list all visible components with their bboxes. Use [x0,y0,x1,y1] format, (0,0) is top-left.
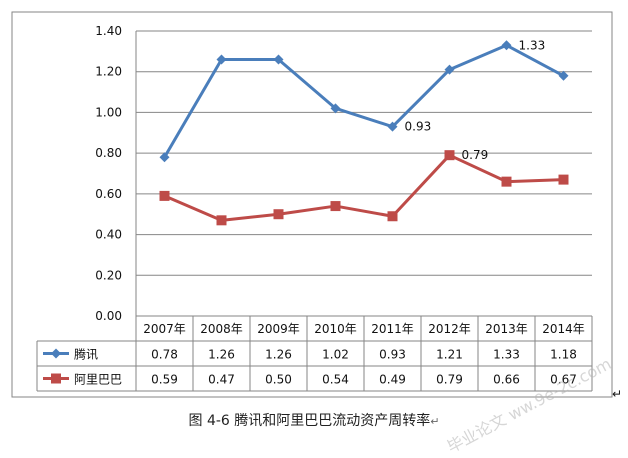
x-category-label: 2008年 [200,322,243,336]
x-category-label: 2007年 [143,322,186,336]
y-tick-label: 1.00 [95,105,122,119]
data-point [558,174,569,185]
table-cell: 0.59 [151,373,178,387]
data-point [216,215,227,226]
y-tick-label: 1.40 [95,24,122,38]
figure-caption: 图 4-6 腾讯和阿里巴巴流动资产周转率↵ [0,410,628,430]
data-point [330,103,341,114]
table-cell: 0.50 [265,373,292,387]
table-cell: 1.21 [436,348,463,362]
table-cell: 1.26 [208,348,235,362]
data-point [501,40,512,51]
table-cell: 1.26 [265,348,292,362]
x-category-label: 2013年 [485,322,528,336]
data-point [387,211,398,222]
series-line [163,43,565,158]
legend-series-name: 阿里巴巴 [74,373,122,387]
series-line [163,153,564,222]
data-point [159,190,170,201]
table-cell: 0.79 [436,373,463,387]
chart: 0.000.200.400.600.801.001.201.40 2007年 20… [11,11,622,401]
data-point [558,70,569,81]
table-cell: 0.93 [379,348,406,362]
data-label: 1.33 [519,38,546,52]
table-cell: 1.33 [493,348,520,362]
side-mark: ↵ [612,387,622,401]
x-category-label: 2011年 [371,322,414,336]
table-cell: 0.47 [208,373,235,387]
table-cell: 0.66 [493,373,520,387]
data-label: 0.93 [405,120,432,134]
y-tick-label: 0.60 [95,187,122,201]
data-point [216,54,227,65]
table-cell: 0.49 [379,373,406,387]
table-cell: 1.02 [322,348,349,362]
legend-series-name: 腾讯 [74,347,98,362]
x-category-label: 2012年 [428,322,471,336]
y-tick-labels: 0.00 0.20 0.40 0.60 0.80 1.00 1.20 1.40 [95,24,122,323]
table-cell: 0.54 [322,373,349,387]
y-tick-label: 0.20 [95,268,122,282]
data-point [330,201,341,212]
table-cell: 0.67 [550,373,577,387]
x-category-label: 2009年 [257,322,300,336]
y-tick-label: 0.40 [95,228,122,242]
legend-key-marker [51,373,61,384]
data-point [159,152,170,163]
chart-border [11,11,613,398]
data-point [273,209,284,220]
data-point [444,64,455,75]
data-table: 2007年 2008年 2009年 2010年 2011年 2012年 2013年 2014年… [36,315,593,392]
y-tick-label: 0.00 [95,309,122,323]
data-point [387,121,398,132]
table-cell: 0.78 [151,348,178,362]
y-tick-label: 0.80 [95,146,122,160]
data-point [273,54,284,65]
table-cell: 1.18 [550,348,577,362]
x-category-label: 2010年 [314,322,357,336]
series-lines [159,40,569,226]
legend-key-marker [51,348,61,359]
caption-mark: ↵ [430,415,440,428]
data-point [501,176,512,187]
data-label: 0.79 [462,148,489,162]
caption-text: 图 4-6 腾讯和阿里巴巴流动资产周转率 [188,413,431,429]
data-labels: 0.93 1.33 0.79 [405,38,546,162]
x-category-label: 2014年 [542,322,585,336]
data-point [444,150,455,161]
y-tick-label: 1.20 [95,65,122,79]
